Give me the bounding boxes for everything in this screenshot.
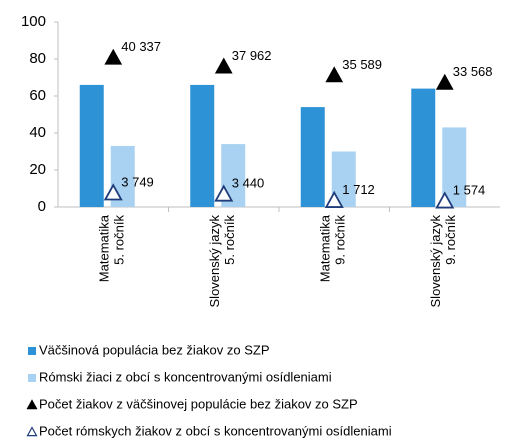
- triangle-marker: [325, 66, 344, 83]
- triangle-marker: [214, 57, 233, 74]
- x-tick-label: 5. ročník: [222, 215, 237, 265]
- x-tick-label: 9. ročník: [333, 215, 348, 265]
- x-tick-label: Matematika: [97, 214, 112, 282]
- legend-label: Väčšinová populácia bez žiakov zo SZP: [39, 342, 270, 357]
- bar: [190, 84, 215, 207]
- bar: [300, 107, 325, 207]
- data-label: 40 337: [121, 39, 161, 54]
- legend-swatch: [26, 399, 38, 410]
- y-tick-label: 0: [38, 198, 46, 215]
- triangle-marker: [435, 191, 455, 209]
- triangle-marker: [103, 183, 123, 201]
- x-tick-label: Matematika: [318, 214, 333, 282]
- data-label: 37 962: [232, 48, 272, 63]
- bar: [79, 84, 104, 207]
- triangle-marker: [214, 184, 234, 202]
- data-label: 3 440: [232, 176, 265, 191]
- y-tick-label: 40: [29, 124, 46, 141]
- bar: [411, 88, 436, 207]
- y-tick-label: 60: [29, 87, 46, 104]
- data-label: 1 574: [453, 183, 486, 198]
- legend-swatch: [28, 374, 36, 382]
- x-tick-label: 5. ročník: [112, 215, 127, 265]
- x-tick-label: Slovenský jazyk: [428, 215, 443, 308]
- data-label: 1 712: [342, 182, 375, 197]
- data-label: 3 749: [121, 175, 154, 190]
- bar: [442, 127, 467, 207]
- data-label: 35 589: [342, 57, 382, 72]
- legend-swatch: [28, 347, 36, 355]
- legend-label: Počet rómskych žiakov z obcí s koncentro…: [39, 423, 392, 438]
- legend-label: Počet žiakov z väčšinovej populácie bez …: [39, 396, 358, 411]
- y-tick-label: 20: [29, 161, 46, 178]
- triangle-marker: [435, 73, 454, 90]
- x-tick-label: Slovenský jazyk: [207, 215, 222, 308]
- x-tick-label: 9. ročník: [443, 215, 458, 265]
- data-label: 33 568: [453, 64, 493, 79]
- triangle-marker: [324, 190, 344, 208]
- y-tick-label: 80: [29, 50, 46, 67]
- legend-swatch: [26, 426, 38, 437]
- legend-label: Rómski žiaci z obcí s koncentrovanými os…: [39, 369, 332, 384]
- triangle-marker: [104, 48, 123, 65]
- y-tick-label: 100: [21, 13, 46, 30]
